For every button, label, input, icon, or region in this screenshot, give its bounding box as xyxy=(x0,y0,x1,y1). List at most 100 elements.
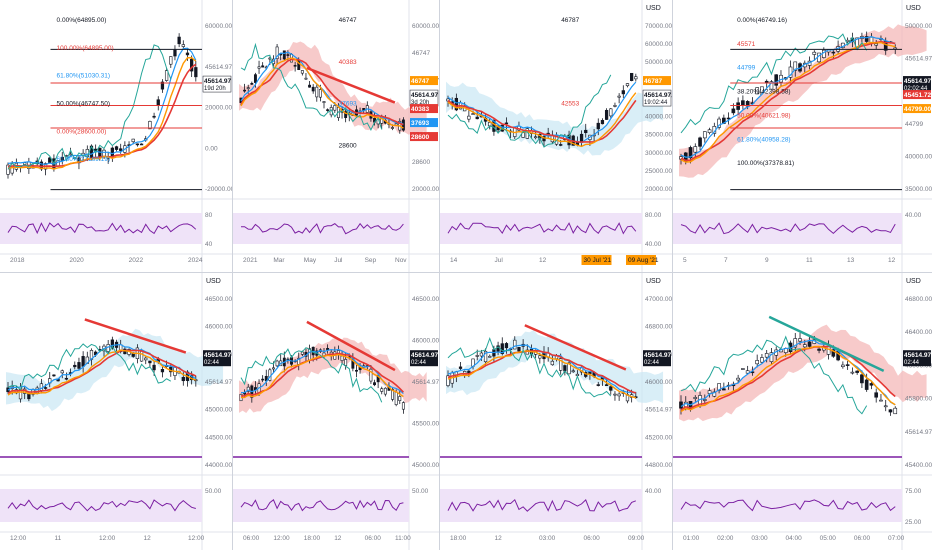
time-tick-label: 06:00 xyxy=(243,535,260,542)
candle-body xyxy=(745,101,750,107)
price-tag-countdown: 3d 20h xyxy=(411,100,429,106)
chart-canvas[interactable]: USD47000.0046800.0046400.0046000.0045614… xyxy=(440,273,672,550)
candle-body xyxy=(893,407,898,415)
chart-panel-5[interactable]: USD46500.0046000.0045500.0045614.9745000… xyxy=(0,273,232,550)
ema-line xyxy=(447,92,637,148)
price-tick-label: 46000.00 xyxy=(205,324,232,331)
rsi-line xyxy=(7,222,197,235)
price-tick-label: 45200.00 xyxy=(645,434,672,441)
chart-panel-4[interactable]: 0.00%(46749.16) 45571 44799 38.20%(42398.58… xyxy=(673,0,932,272)
candle-body xyxy=(135,143,140,146)
lagging-span xyxy=(680,335,868,415)
candle-body xyxy=(488,122,492,127)
candle-body xyxy=(698,137,702,147)
kijun-line xyxy=(240,58,404,126)
price-tag xyxy=(410,104,438,114)
rsi-tick-label: 80.00 xyxy=(645,212,662,219)
price-tick-label: 46000.00 xyxy=(412,338,439,345)
chart-panel-6[interactable]: 46500.00 46000.00 45614.97 45500.00 45000.00… xyxy=(233,273,439,550)
candle-body xyxy=(755,360,759,365)
candle-body xyxy=(707,390,712,394)
rsi-tick-label: 50.00 xyxy=(205,488,222,495)
candle-body xyxy=(257,66,261,69)
kijun-line xyxy=(7,349,197,395)
candle-body xyxy=(253,74,257,83)
price-tag xyxy=(903,104,931,114)
price-tag-countdown: 02:44 xyxy=(904,360,920,366)
candle-body xyxy=(764,80,769,83)
price-tag xyxy=(642,89,672,107)
time-tick-label: 12:00 xyxy=(10,535,27,542)
axis-currency-label: USD xyxy=(646,5,661,12)
chart-panel-3[interactable]: 46787 42553 USD 70000.00 60000.00 50000.00 467… xyxy=(440,0,672,272)
chart-panel-2[interactable]: 46747 40383 37693 28600 60000.00 46747 45614.9… xyxy=(233,0,439,272)
pane-divider[interactable] xyxy=(0,272,932,273)
price-tick-label: 25000.00 xyxy=(645,168,672,175)
rsi-line xyxy=(447,498,637,512)
candle-body xyxy=(693,397,698,399)
price-tag xyxy=(202,75,232,93)
price-tag xyxy=(410,132,438,142)
chart-canvas[interactable]: USD46800.0046400.0046000.0045800.0045614… xyxy=(673,273,932,550)
candle-body xyxy=(831,349,836,357)
candle-body xyxy=(596,384,600,386)
candle-body xyxy=(760,86,764,94)
candle-body xyxy=(164,70,169,81)
candle-body xyxy=(860,374,864,384)
candle-body xyxy=(373,382,376,386)
candle-body xyxy=(246,386,250,392)
candle-body xyxy=(793,61,798,71)
candle-body xyxy=(458,366,463,369)
chart-panel-1[interactable]: 0.00%(64895.00) 100.00%(64895.00) 61.80%(5… xyxy=(0,0,232,272)
candle-body xyxy=(567,362,571,375)
chart-canvas[interactable]: 0.00%(46749.16) 45571 44799 38.20%(42398.58… xyxy=(673,0,932,272)
lagging-span xyxy=(680,33,868,134)
chart-annotation: 50.00%(46747.50) xyxy=(57,101,110,108)
candle-body xyxy=(534,136,538,139)
pane-divider[interactable] xyxy=(439,0,440,550)
chart-canvas[interactable]: 0.00%(64895.00) 100.00%(64895.00) 61.80%(5… xyxy=(0,0,232,272)
ichimoku-cloud xyxy=(6,328,224,412)
chart-canvas[interactable]: USD46500.0046000.0045500.0045614.9745000… xyxy=(0,273,232,550)
axis-currency-label: USD xyxy=(906,278,921,285)
candle-body xyxy=(634,76,638,80)
pane-divider[interactable] xyxy=(232,0,233,550)
chart-canvas[interactable]: 46787 42553 USD 70000.00 60000.00 50000.00 467… xyxy=(440,0,672,272)
candle-body xyxy=(308,84,312,88)
time-tick-label: 03:00 xyxy=(539,535,556,542)
chart-canvas[interactable]: 46500.00 46000.00 45614.97 45500.00 45000.00… xyxy=(233,273,439,550)
price-tag-label: 45614.97 xyxy=(904,352,931,359)
chart-annotation: 0.00%(64895.00) xyxy=(57,17,107,24)
time-tick-label: 12 xyxy=(495,535,503,542)
time-tick-label: 09 Aug '21 xyxy=(628,257,659,264)
trendline xyxy=(306,320,396,372)
time-tick-label: Jul xyxy=(495,257,504,264)
candle-body xyxy=(110,339,114,349)
chart-panel-8[interactable]: USD46800.0046400.0046000.0045800.0045614… xyxy=(673,273,932,550)
time-tick-label: 11 xyxy=(55,535,62,542)
price-tick-label: 46500.00 xyxy=(412,296,439,303)
candle-body xyxy=(736,377,740,381)
candle-body xyxy=(380,388,384,392)
chart-panel-7[interactable]: USD47000.0046800.0046400.0046000.0045614… xyxy=(440,273,672,550)
price-tick-label: 60000.00 xyxy=(645,41,672,48)
price-tag-label: 37693 xyxy=(411,120,429,127)
pane-divider[interactable] xyxy=(672,0,673,550)
time-tick-label: 2018 xyxy=(10,257,25,264)
candle-body xyxy=(879,399,883,402)
chart-canvas[interactable]: 46747 40383 37693 28600 60000.00 46747 45614.9… xyxy=(233,0,439,272)
candle-body xyxy=(250,83,254,85)
ichimoku-cloud xyxy=(239,41,427,136)
candle-body xyxy=(817,348,821,351)
price-tag-label: 46747 xyxy=(411,78,429,85)
candle-body xyxy=(246,87,250,89)
candle-body xyxy=(625,83,630,87)
candle-body xyxy=(401,402,405,410)
candle-body xyxy=(23,162,27,165)
candle-body xyxy=(318,89,322,98)
price-tick-label: 46500.00 xyxy=(205,296,232,303)
ema-line xyxy=(7,56,197,170)
price-tag xyxy=(903,350,931,367)
chart-annotation: 40383 xyxy=(339,59,357,66)
kijun-line xyxy=(447,350,637,394)
